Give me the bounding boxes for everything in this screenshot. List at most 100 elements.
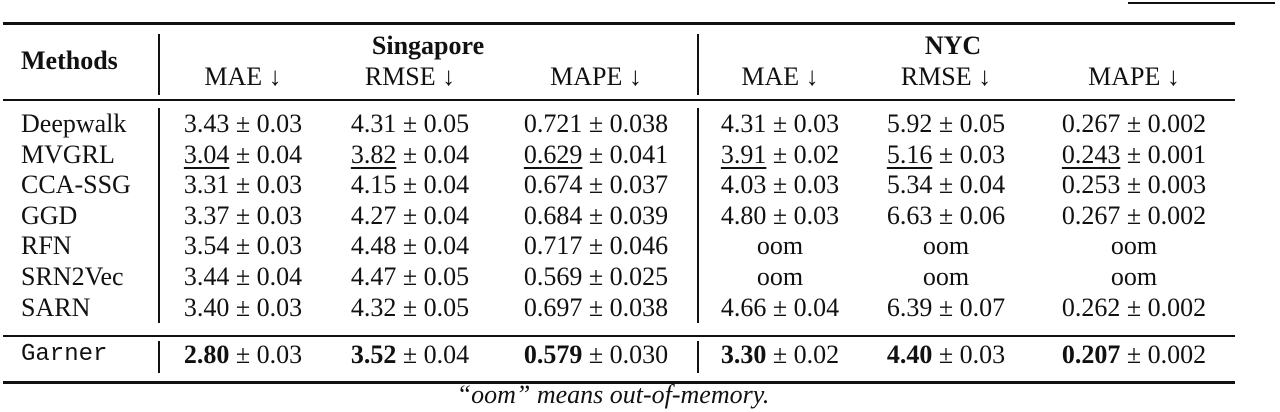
- method-name: CCA-SSG: [21, 170, 131, 199]
- cell-value: 3.91: [720, 140, 767, 169]
- bottom-rule: [3, 381, 1235, 384]
- table-row-2-cell-3: 4.03 ± 0.03: [721, 170, 839, 200]
- cell-std: ± 0.04: [938, 170, 1006, 199]
- cell-std: ± 0.003: [1126, 170, 1207, 199]
- cell-value: 3.54: [183, 231, 230, 260]
- cell-value: 3.31: [183, 170, 230, 199]
- table-row-5-cell-1: 4.47 ± 0.05: [351, 262, 469, 292]
- metric-header-sg-rmse: RMSE ↓: [364, 62, 456, 91]
- cell-value: 0.717: [523, 231, 583, 260]
- cell-value: 4.15: [350, 170, 397, 199]
- top-partial-rule: [1128, 2, 1275, 4]
- cell-value: 0.721: [523, 109, 583, 138]
- table-row-6-cell-3: 4.66 ± 0.04: [721, 293, 839, 323]
- cell-value: 3.30: [720, 340, 767, 369]
- table-row-6-cell-1: 4.32 ± 0.05: [351, 293, 469, 323]
- cell-value: oom: [756, 262, 804, 291]
- table-row-0-cell-2: 0.721 ± 0.038: [524, 109, 668, 139]
- group-header-nyc: NYC: [924, 31, 982, 60]
- metric-header-nyc-mae: MAE ↓: [741, 62, 819, 91]
- cell-value: 4.80: [720, 201, 767, 230]
- method-name: SARN: [21, 293, 91, 322]
- group-separator-header: [697, 34, 699, 95]
- metric-header-sg-mae: MAE ↓: [204, 62, 282, 91]
- cell-std: ± 0.025: [588, 262, 669, 291]
- table-row-4-cell-2: 0.717 ± 0.046: [524, 231, 668, 261]
- group-separator-ours: [697, 341, 699, 373]
- cell-value: 0.629: [523, 140, 583, 169]
- cell-std: ± 0.03: [772, 170, 840, 199]
- metric-header-nyc-mape: MAPE ↓: [1088, 62, 1180, 91]
- metric-header-nyc-rmse: RMSE ↓: [900, 62, 992, 91]
- cell-std: ± 0.02: [772, 140, 840, 169]
- cell-value: 6.39: [886, 293, 933, 322]
- table-row-5-cell-5: oom: [1111, 262, 1157, 292]
- cell-std: ± 0.07: [938, 293, 1006, 322]
- cell-std: ± 0.05: [402, 293, 470, 322]
- cell-value: 3.43: [183, 109, 230, 138]
- table-row-1-cell-2: 0.629 ± 0.041: [524, 140, 668, 170]
- cell-std: ± 0.03: [938, 340, 1006, 369]
- cell-std: ± 0.03: [235, 231, 303, 260]
- cell-value: 0.579: [523, 340, 583, 369]
- cell-std: ± 0.046: [588, 231, 669, 260]
- mid-rule: [3, 335, 1235, 337]
- table-row-6-cell-0: 3.40 ± 0.03: [184, 293, 302, 323]
- cell-std: ± 0.06: [938, 201, 1006, 230]
- table-row-ours-cell-1: 3.52 ± 0.04: [351, 340, 469, 370]
- metric-header-sg-mape: MAPE ↓: [550, 62, 642, 91]
- cell-value: 5.34: [886, 170, 933, 199]
- cell-std: ± 0.03: [938, 140, 1006, 169]
- cell-value: 0.697: [523, 293, 583, 322]
- cell-value: 0.253: [1061, 170, 1121, 199]
- cell-std: ± 0.04: [235, 140, 303, 169]
- cell-std: ± 0.03: [235, 293, 303, 322]
- cell-value: 3.44: [183, 262, 230, 291]
- method-name: GGD: [21, 201, 78, 230]
- table-row-3-cell-4: 6.63 ± 0.06: [887, 201, 1005, 231]
- table-row-1-cell-0: 3.04 ± 0.04: [184, 140, 302, 170]
- cell-std: ± 0.04: [235, 262, 303, 291]
- cell-std: ± 0.03: [235, 109, 303, 138]
- method-name-ours: Garner: [21, 341, 108, 368]
- cell-value: 4.03: [720, 170, 767, 199]
- method-name: SRN2Vec: [21, 262, 124, 291]
- cell-value: oom: [922, 262, 970, 291]
- table-row-1-cell-3: 3.91 ± 0.02: [721, 140, 839, 170]
- cell-std: ± 0.05: [938, 109, 1006, 138]
- cell-std: ± 0.04: [402, 201, 470, 230]
- cell-std: ± 0.04: [402, 231, 470, 260]
- table-row-ours-cell-3: 3.30 ± 0.02: [721, 340, 839, 370]
- cell-std: ± 0.03: [772, 109, 840, 138]
- methods-separator-ours: [158, 341, 160, 373]
- table-row-4-cell-1: 4.48 ± 0.04: [351, 231, 469, 261]
- cell-std: ± 0.03: [772, 201, 840, 230]
- cell-value: 4.32: [350, 293, 397, 322]
- table-row-4-cell-3: oom: [757, 231, 803, 261]
- table-row-3-cell-5: 0.267 ± 0.002: [1062, 201, 1206, 231]
- table-row-0-cell-0: 3.43 ± 0.03: [184, 109, 302, 139]
- cell-std: ± 0.002: [1126, 340, 1207, 369]
- header-rule: [3, 99, 1235, 101]
- cell-std: ± 0.05: [402, 109, 470, 138]
- table-row-2-cell-5: 0.253 ± 0.003: [1062, 170, 1206, 200]
- table-row-2-cell-4: 5.34 ± 0.04: [887, 170, 1005, 200]
- group-header-singapore: Singapore: [371, 31, 485, 60]
- table-row-2-cell-0: 3.31 ± 0.03: [184, 170, 302, 200]
- cell-value: 4.31: [350, 109, 397, 138]
- cell-value: oom: [922, 231, 970, 260]
- table-row-3-cell-3: 4.80 ± 0.03: [721, 201, 839, 231]
- cell-std: ± 0.002: [1126, 293, 1207, 322]
- table-row-6-cell-4: 6.39 ± 0.07: [887, 293, 1005, 323]
- table-row-1-cell-4: 5.16 ± 0.03: [887, 140, 1005, 170]
- table-row-0-cell-3: 4.31 ± 0.03: [721, 109, 839, 139]
- cell-value: 4.48: [350, 231, 397, 260]
- cell-std: ± 0.001: [1126, 140, 1207, 169]
- cell-std: ± 0.03: [235, 201, 303, 230]
- cell-value: 0.207: [1061, 340, 1121, 369]
- table-row-3-cell-1: 4.27 ± 0.04: [351, 201, 469, 231]
- cell-value: oom: [1110, 231, 1158, 260]
- cell-value: 4.31: [720, 109, 767, 138]
- cell-value: 0.243: [1061, 140, 1121, 169]
- cell-value: oom: [1110, 262, 1158, 291]
